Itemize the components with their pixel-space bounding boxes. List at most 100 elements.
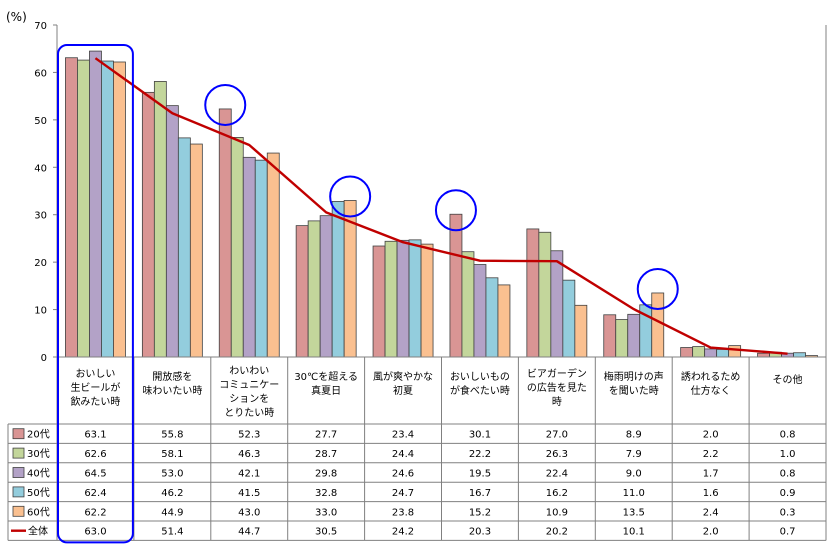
category-label: 誘われるため [681,370,741,383]
table-value: 63.1 [84,430,106,441]
bar-30代-7 [615,319,629,358]
table-value: 0.9 [780,488,796,499]
bar-30代-0 [77,59,90,358]
legend-label: 20代 [27,429,50,441]
table-value: 1.6 [703,488,719,499]
category-label: 生ビールが [70,381,120,394]
legend-label: 60代 [27,506,50,518]
category-label: ションを [229,393,269,405]
table-value: 27.7 [315,430,337,441]
table-value: 44.9 [161,507,183,518]
table-value: 63.0 [84,527,106,538]
bar-30代-3 [307,220,321,358]
y-tick-label: 20 [34,258,47,269]
bar-50代-1 [177,137,191,358]
category-label: とりたい時 [224,407,274,419]
table-value: 2.0 [703,527,719,538]
table-value: 7.9 [626,449,642,460]
y-tick-label: 70 [34,21,47,32]
table-value: 30.1 [469,430,491,441]
table-value: 53.0 [161,469,183,480]
bar-60代-6 [574,304,588,358]
table-value: 26.3 [546,449,568,460]
category-label: わいわい [229,365,269,377]
bar-40代-0 [89,50,102,358]
table-value: 32.8 [315,488,337,499]
table-value: 44.7 [238,527,260,538]
table-value: 27.0 [546,430,568,441]
table-value: 29.8 [315,469,337,480]
category-label: 飲みたい時 [70,395,120,408]
bar-30代-8 [692,346,706,358]
category-label: おいしい [75,368,115,380]
table-value: 62.4 [84,488,106,499]
bar-50代-8 [716,349,730,358]
table-value: 16.7 [469,488,491,499]
category-label: 仕方なく [691,384,731,397]
bar-50代-3 [331,201,345,358]
category-label: コミュニケー [219,379,279,391]
highlight-circle [204,83,247,126]
category-label: 味わいたい時 [142,385,202,397]
bar-60代-0 [113,61,126,358]
legend-swatch [12,505,25,517]
bar-60代-4 [420,243,434,358]
table-value: 41.5 [238,488,260,499]
table-value: 0.7 [780,527,796,538]
bar-40代-5 [473,264,487,358]
table-value: 0.8 [780,430,796,441]
table-value: 28.7 [315,449,337,460]
table-value: 33.0 [315,507,337,518]
category-label: 時 [552,396,562,408]
y-tick-label: 0 [41,353,47,364]
bar-50代-6 [562,279,576,358]
table-value: 2.0 [703,430,719,441]
table-value: 11.0 [623,488,645,499]
legend-label: 50代 [27,487,50,499]
table-value: 46.3 [238,449,260,460]
bar-40代-6 [550,250,564,358]
highlight-circle [434,189,477,232]
table-value: 0.8 [780,469,796,480]
bar-40代-3 [319,215,333,358]
table-value: 0.3 [780,507,796,518]
bar-20代-7 [603,314,617,358]
category-label: を聞いた時 [609,385,659,397]
bar-50代-0 [101,60,114,358]
bar-30代-6 [538,231,552,358]
table-value: 20.3 [469,527,491,538]
highlight-circle [329,175,372,218]
bar-60代-5 [497,284,511,358]
table-value: 22.2 [469,449,491,460]
legend-label: 30代 [27,448,50,460]
table-value: 24.2 [392,527,414,538]
bar-30代-2 [230,137,244,358]
bar-60代-1 [189,143,203,358]
legend-swatch [12,467,25,478]
table-value: 43.0 [238,507,260,518]
table-value: 24.6 [392,469,414,480]
bar-40代-4 [396,239,410,358]
bar-20代-0 [65,57,78,358]
table-value: 22.4 [546,469,568,480]
category-label: 梅雨明けの声 [604,370,664,383]
bar-30代-4 [384,240,398,358]
bar-50代-2 [254,159,268,358]
legend-swatch [12,447,25,459]
table-value: 64.5 [84,469,106,480]
bar-40代-2 [242,156,256,358]
table-value: 2.4 [703,507,719,518]
highlight-circle [636,267,679,310]
bar-50代-9 [793,352,806,358]
table-value: 42.1 [238,469,260,480]
category-label: 風が爽やかな [373,370,433,383]
table-value: 62.2 [84,507,106,518]
table-value: 58.1 [161,449,183,460]
table-value: 23.8 [392,507,414,518]
table-value: 55.8 [161,430,183,441]
y-tick-label: 50 [34,116,47,127]
category-label: おいしいもの [450,371,510,383]
bar-20代-8 [680,347,694,358]
table-value: 1.7 [703,469,719,480]
